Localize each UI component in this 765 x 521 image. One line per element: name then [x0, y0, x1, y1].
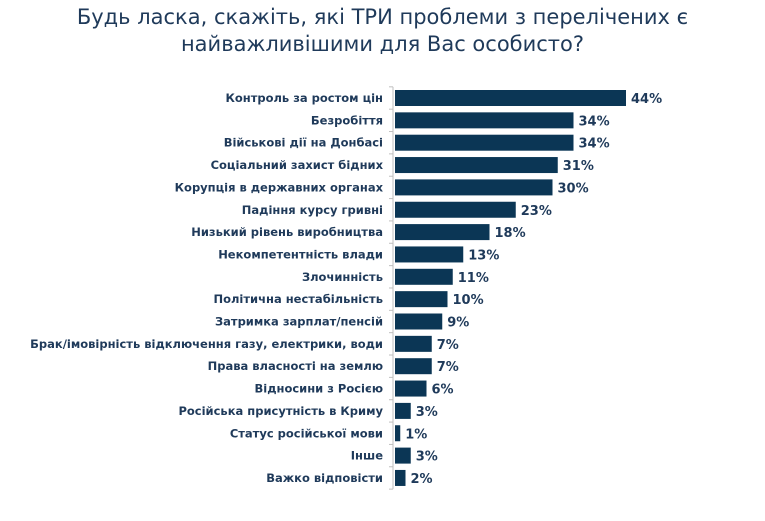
value-label: 7%: [437, 360, 459, 375]
value-label: 31%: [563, 159, 594, 174]
category-label: Падіння курсу гривні: [242, 203, 383, 217]
value-label: 23%: [521, 204, 552, 219]
value-label: 6%: [432, 383, 454, 398]
value-label: 34%: [579, 114, 610, 129]
value-label: 3%: [416, 405, 438, 420]
bar: [395, 157, 558, 174]
value-label: 11%: [458, 271, 489, 286]
category-label: Важко відповісти: [266, 471, 383, 485]
value-label: 13%: [468, 248, 499, 263]
category-label: Контроль за ростом цін: [225, 91, 383, 105]
bar: [395, 224, 490, 241]
bar: [395, 402, 411, 419]
category-label: Інше: [351, 449, 383, 463]
value-label: 30%: [558, 181, 589, 196]
bar: [395, 313, 443, 330]
bar: [395, 112, 574, 129]
bar: [395, 447, 411, 464]
category-label: Низький рівень виробництва: [191, 225, 383, 239]
category-label: Злочинність: [302, 270, 383, 284]
category-label: Російська присутність в Криму: [178, 404, 383, 418]
value-label: 9%: [447, 316, 469, 331]
bar: [395, 380, 427, 397]
category-label: Брак/імовірність відключення газу, елект…: [30, 337, 383, 351]
category-label: Відносини з Росією: [255, 382, 384, 396]
category-label: Некомпетентність влади: [218, 247, 383, 261]
value-label: 3%: [416, 450, 438, 465]
category-label: Статус російської мови: [230, 426, 383, 440]
category-label: Безробіття: [311, 113, 383, 127]
bar: [395, 469, 406, 486]
value-label: 2%: [411, 472, 433, 487]
bar: [395, 358, 432, 375]
value-label: 34%: [579, 137, 610, 152]
bar: [395, 425, 401, 442]
bar: [395, 134, 574, 151]
category-label: Військові дії на Донбасі: [224, 136, 383, 150]
bar: [395, 246, 464, 263]
value-label: 7%: [437, 338, 459, 353]
category-label: Соціальний захист бідних: [211, 158, 384, 172]
chart-title: Будь ласка, скажіть, які ТРИ проблеми з …: [76, 5, 689, 56]
category-label: Політична нестабільність: [213, 292, 383, 306]
bar: [395, 335, 432, 352]
bar: [395, 268, 453, 285]
value-label: 44%: [631, 92, 662, 107]
category-label: Права власності на землю: [208, 359, 383, 373]
value-label: 1%: [405, 427, 427, 442]
value-label: 10%: [453, 293, 484, 308]
bar: [395, 90, 626, 106]
value-label: 18%: [495, 226, 526, 241]
bar: [395, 179, 553, 196]
bar: [395, 201, 516, 218]
category-label: Корупція в державних органах: [175, 180, 384, 194]
category-label: Затримка зарплат/пенсій: [215, 315, 383, 329]
bar: [395, 291, 448, 308]
